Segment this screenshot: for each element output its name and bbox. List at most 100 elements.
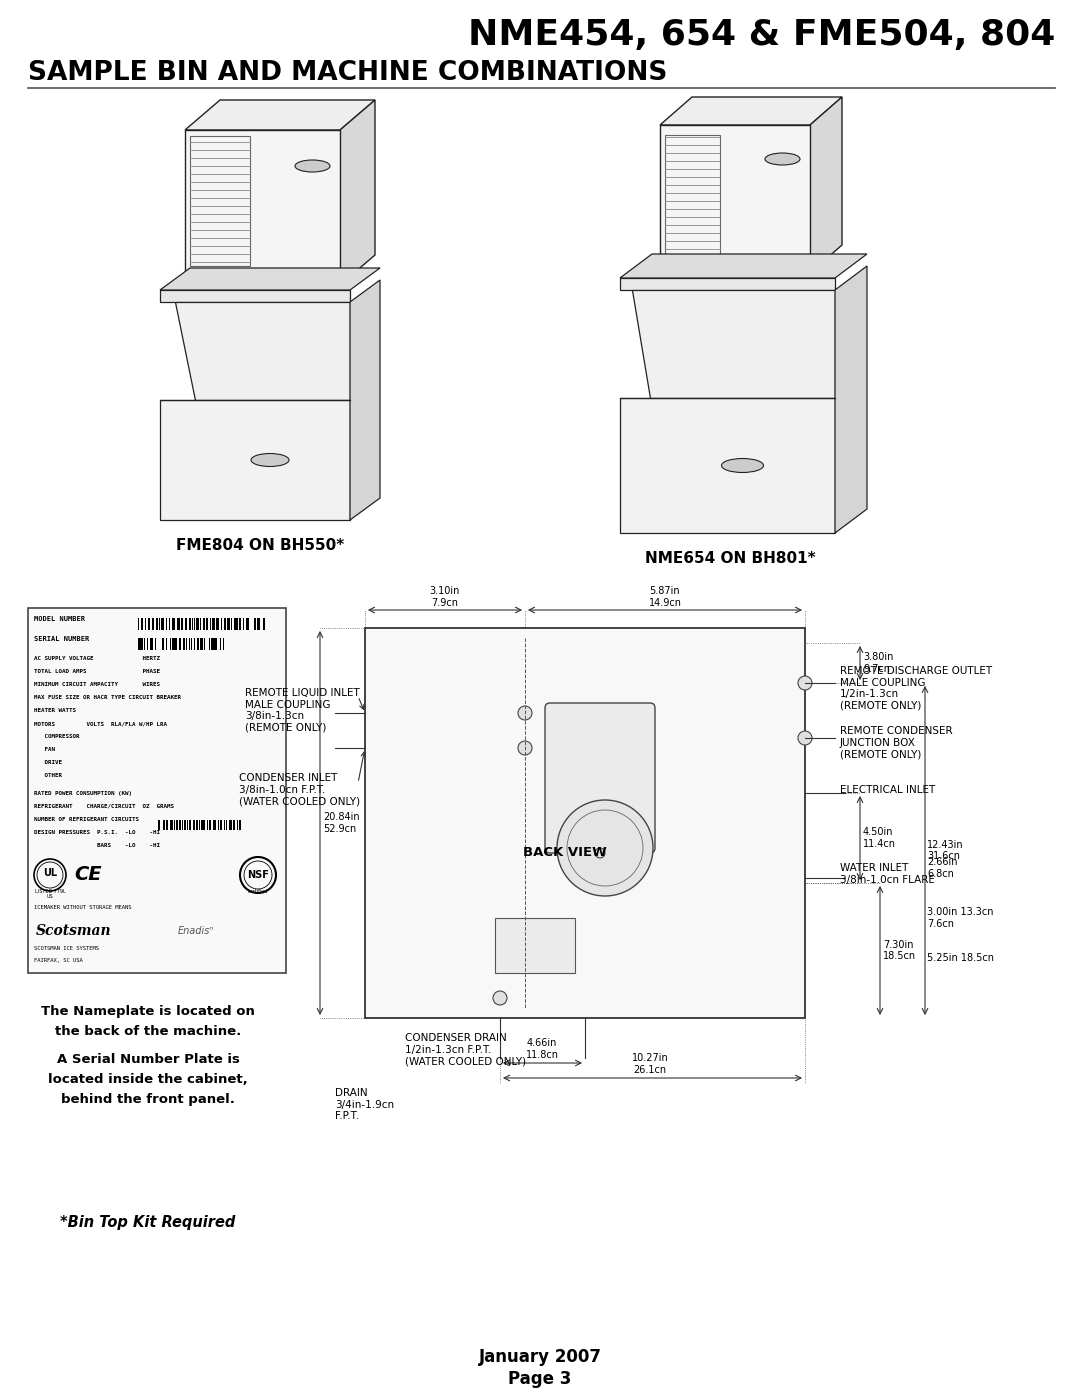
Bar — [154, 638, 157, 650]
Polygon shape — [660, 124, 810, 272]
Bar — [203, 617, 205, 630]
Bar — [163, 820, 165, 830]
Polygon shape — [340, 101, 375, 285]
Polygon shape — [835, 265, 867, 534]
Bar — [179, 820, 180, 830]
Text: MODEL NUMBER: MODEL NUMBER — [33, 616, 85, 622]
Bar — [213, 617, 215, 630]
Bar — [179, 638, 181, 650]
Bar — [365, 629, 805, 1018]
Text: 12.43in
31.6cn: 12.43in 31.6cn — [927, 840, 963, 862]
Circle shape — [518, 705, 532, 719]
Bar — [194, 638, 195, 650]
Polygon shape — [160, 400, 350, 520]
Bar — [495, 918, 575, 972]
Bar — [211, 638, 214, 650]
Bar — [246, 617, 248, 630]
Bar — [210, 820, 212, 830]
Circle shape — [557, 800, 653, 895]
Polygon shape — [620, 398, 835, 534]
Text: Enadisⁿ: Enadisⁿ — [178, 926, 214, 936]
Bar — [220, 820, 221, 830]
Bar — [217, 820, 219, 830]
Bar — [148, 617, 150, 630]
Circle shape — [595, 848, 605, 858]
Ellipse shape — [251, 454, 289, 467]
Bar — [168, 617, 171, 630]
Polygon shape — [160, 291, 350, 302]
Bar — [180, 617, 184, 630]
Bar — [173, 617, 175, 630]
Ellipse shape — [765, 154, 800, 165]
Text: CONDENSER INLET
3/8in-1.0cn F.P.T.
(WATER COOLED ONLY): CONDENSER INLET 3/8in-1.0cn F.P.T. (WATE… — [239, 773, 360, 806]
Ellipse shape — [721, 458, 764, 472]
Bar — [158, 820, 160, 830]
Bar — [216, 617, 218, 630]
Text: NME654 ON BH801*: NME654 ON BH801* — [645, 550, 815, 566]
Text: 4.50in
11.4cn: 4.50in 11.4cn — [863, 827, 896, 849]
Bar — [185, 617, 187, 630]
Bar — [231, 617, 232, 630]
Bar — [240, 820, 241, 830]
Bar — [144, 638, 146, 650]
Polygon shape — [160, 268, 380, 291]
Text: 5.87in
14.9cn: 5.87in 14.9cn — [648, 587, 681, 608]
Bar — [138, 638, 139, 650]
Text: *Bin Top Kit Required: *Bin Top Kit Required — [60, 1215, 235, 1229]
Bar — [147, 638, 148, 650]
Bar — [177, 617, 179, 630]
Bar — [197, 638, 199, 650]
Polygon shape — [185, 130, 340, 285]
Bar — [140, 638, 143, 650]
Circle shape — [240, 856, 276, 893]
Polygon shape — [175, 302, 350, 400]
Text: DRIVE: DRIVE — [33, 760, 62, 766]
Text: DESIGN PRESSURES  P.S.I.  -LO    -HI: DESIGN PRESSURES P.S.I. -LO -HI — [33, 830, 160, 835]
Bar — [200, 638, 203, 650]
Bar — [254, 617, 256, 630]
Text: January 2007: January 2007 — [478, 1348, 602, 1366]
Polygon shape — [350, 279, 380, 520]
Circle shape — [518, 740, 532, 754]
Text: REFRIGERANT    CHARGE/CIRCUIT  OZ  GRAMS: REFRIGERANT CHARGE/CIRCUIT OZ GRAMS — [33, 805, 174, 809]
Text: BARS    -LO    -HI: BARS -LO -HI — [33, 842, 160, 848]
Text: AC SUPPLY VOLTAGE              HERTZ: AC SUPPLY VOLTAGE HERTZ — [33, 657, 160, 661]
Bar — [172, 638, 174, 650]
Bar — [197, 820, 198, 830]
Text: REMOTE DISCHARGE OUTLET
MALE COUPLING
1/2in-1.3cn
(REMOTE ONLY): REMOTE DISCHARGE OUTLET MALE COUPLING 1/… — [840, 666, 993, 711]
Text: certified: certified — [247, 888, 268, 894]
Text: 5.25in 18.5cn: 5.25in 18.5cn — [927, 953, 994, 963]
Text: REMOTE LIQUID INLET
MALE COUPLING
3/8in-1.3cn
(REMOTE ONLY): REMOTE LIQUID INLET MALE COUPLING 3/8in-… — [245, 687, 360, 733]
Polygon shape — [810, 96, 842, 272]
Bar — [197, 617, 199, 630]
Text: HEATER WATTS: HEATER WATTS — [33, 708, 76, 712]
Bar — [152, 617, 153, 630]
Bar — [201, 820, 203, 830]
Bar — [193, 820, 194, 830]
Text: 10.27in
26.1cn: 10.27in 26.1cn — [632, 1053, 669, 1076]
Bar — [189, 617, 191, 630]
Text: NSF: NSF — [247, 870, 269, 880]
Circle shape — [798, 676, 812, 690]
Text: COMPRESSOR: COMPRESSOR — [33, 733, 80, 739]
Text: NME454, 654 & FME504, 804: NME454, 654 & FME504, 804 — [468, 18, 1055, 52]
Text: ELECTRICAL INLET: ELECTRICAL INLET — [840, 785, 935, 795]
Bar — [226, 820, 228, 830]
Bar — [220, 617, 222, 630]
Text: SERIAL NUMBER: SERIAL NUMBER — [33, 636, 90, 643]
Bar — [183, 638, 185, 650]
Bar — [243, 617, 244, 630]
Circle shape — [492, 990, 507, 1004]
Text: WATER INLET
3/8in-1.0cn FLARE: WATER INLET 3/8in-1.0cn FLARE — [840, 863, 935, 884]
Text: FAN: FAN — [33, 747, 55, 752]
Bar — [237, 820, 238, 830]
Polygon shape — [660, 96, 842, 124]
Bar — [181, 820, 184, 830]
Polygon shape — [632, 291, 835, 398]
Text: REMOTE CONDENSER
JUNCTION BOX
(REMOTE ONLY): REMOTE CONDENSER JUNCTION BOX (REMOTE ON… — [840, 726, 953, 759]
Text: TOTAL LOAD AMPS                PHASE: TOTAL LOAD AMPS PHASE — [33, 669, 160, 673]
Circle shape — [798, 731, 812, 745]
Bar — [171, 820, 173, 830]
Bar — [150, 638, 152, 650]
Text: 20.84in
52.9cn: 20.84in 52.9cn — [323, 812, 360, 834]
